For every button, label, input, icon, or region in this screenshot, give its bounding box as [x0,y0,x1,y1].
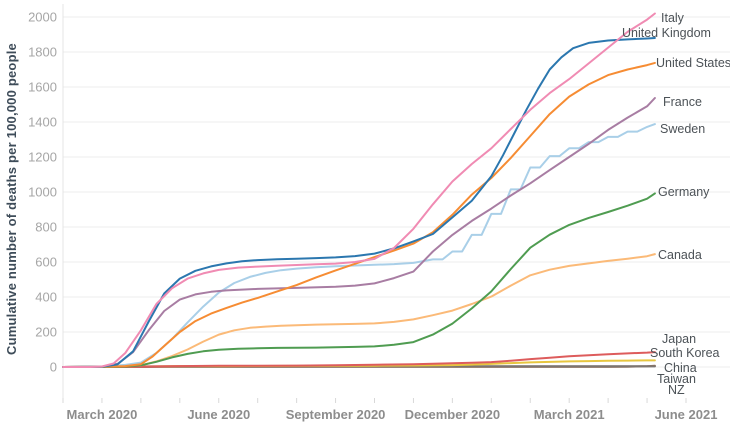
series-line-germany[interactable] [62,192,656,368]
country-label-china: China [664,361,697,375]
country-label-united-kingdom: United Kingdom [622,26,711,40]
y-tick-label: 2000 [28,10,57,25]
y-tick-label: 1000 [28,185,57,200]
series-line-japan[interactable] [62,351,656,368]
country-label-canada: Canada [658,248,702,262]
x-tick-label-june-2021: June 2021 [655,407,718,422]
series-line-sweden[interactable] [62,123,656,368]
y-tick-label: 0 [50,360,57,375]
x-tick-label-march-2021: March 2021 [534,407,605,422]
country-label-italy: Italy [661,11,685,25]
axes-layer: 0 200 400 600 800 1000 1200 1400 1600 1800 2000 Mar… [28,4,717,422]
country-label-sweden: Sweden [660,122,705,136]
series-lines-layer [62,12,656,368]
series-line-italy[interactable] [62,12,656,368]
country-label-taiwan: Taiwan [657,372,696,386]
y-tick-label: 400 [35,290,57,305]
series-line-france[interactable] [62,97,656,368]
country-label-nz: NZ [668,383,685,397]
y-tick-label: 1800 [28,45,57,60]
y-axis-title: Cumulative number of deaths per 100,000 … [4,43,19,355]
country-label-germany: Germany [658,185,710,199]
y-tick-label: 1400 [28,115,57,130]
series-line-united-kingdom[interactable] [62,37,656,368]
country-label-france: France [663,95,702,109]
y-tick-label: 200 [35,325,57,340]
x-tick-label-march-2020: March 2020 [67,407,138,422]
x-tick-label-december-2020: December 2020 [405,407,500,422]
series-line-united-states[interactable] [62,61,656,368]
gridlines-layer [63,16,730,368]
country-label-japan: Japan [662,332,696,346]
y-tick-label: 1600 [28,80,57,95]
y-tick-label: 800 [35,220,57,235]
country-label-south-korea: South Korea [650,346,720,360]
country-label-united-states: United States [656,56,730,70]
x-tick-label-september-2020: September 2020 [286,407,386,422]
y-tick-label: 600 [35,255,57,270]
y-tick-label: 1200 [28,150,57,165]
series-line-canada[interactable] [62,253,656,368]
x-tick-label-june-2020: June 2020 [187,407,250,422]
